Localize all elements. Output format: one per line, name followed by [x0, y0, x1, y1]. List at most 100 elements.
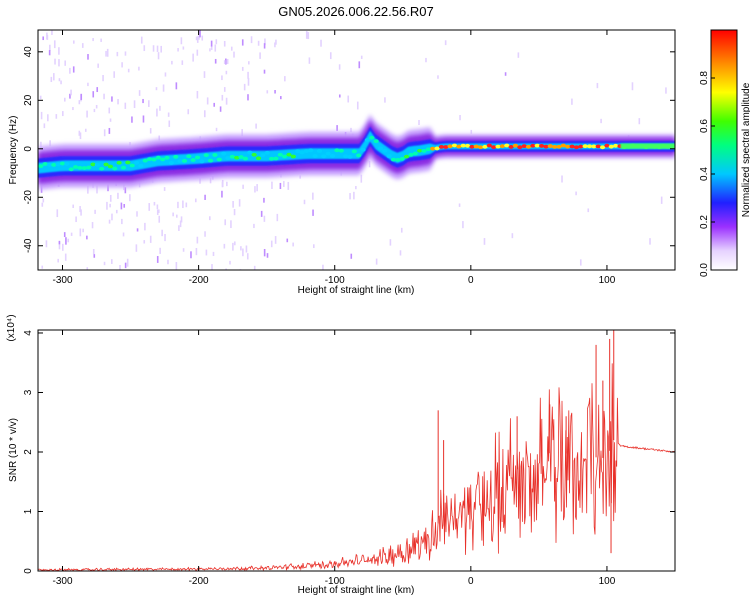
y-tick-label: -40	[23, 238, 34, 253]
noise-speck	[79, 206, 81, 212]
noise-speck	[209, 216, 211, 221]
noise-speck	[84, 128, 87, 132]
ridge-blob	[94, 162, 100, 167]
noise-speck	[72, 66, 75, 73]
ridge-blob	[517, 145, 523, 150]
noise-speck	[259, 52, 261, 59]
noise-speck	[312, 209, 314, 216]
noise-speck	[223, 243, 226, 249]
noise-speck	[110, 259, 113, 264]
noise-speck	[221, 75, 223, 81]
ridge-blob	[42, 162, 48, 166]
ridge-blob	[469, 144, 475, 149]
noise-speck	[247, 71, 249, 79]
ridge-blob	[595, 144, 601, 149]
ridge-blob	[290, 154, 296, 159]
noise-speck	[444, 40, 447, 46]
ridge-blob	[190, 158, 196, 162]
colorbar-ticks: 0.0 0.2 0.4 0.6 0.8	[699, 71, 715, 277]
noise-speck	[109, 203, 111, 208]
ridge-blob	[356, 153, 362, 158]
noise-speck	[171, 60, 173, 65]
noise-speck	[142, 115, 145, 123]
noise-speck	[225, 97, 228, 105]
colorbar-frame	[710, 29, 738, 271]
noise-speck	[80, 93, 83, 100]
noise-speck	[100, 38, 102, 42]
noise-speck	[157, 209, 160, 213]
noise-speck	[72, 107, 74, 111]
noise-speck	[103, 93, 105, 100]
noise-speck	[94, 209, 96, 214]
noise-speck	[206, 97, 209, 105]
noise-speck	[192, 53, 194, 62]
ridge-blob	[168, 160, 174, 165]
noise-speck	[136, 228, 139, 232]
noise-speck	[149, 128, 152, 134]
noise-speck	[255, 123, 257, 129]
noise-speck	[86, 235, 88, 240]
noise-speck	[263, 69, 266, 74]
noise-speck	[233, 208, 236, 216]
y-tick-label: 3	[23, 389, 34, 395]
ridge-blob	[164, 155, 170, 160]
noise-speck	[248, 61, 250, 65]
noise-speck	[157, 52, 160, 60]
noise-speck	[161, 229, 163, 237]
ridge-blob	[534, 143, 540, 148]
ridge-blob	[312, 154, 318, 158]
ridge-blob	[369, 135, 375, 140]
noise-speck	[61, 243, 64, 251]
noise-speck	[276, 213, 279, 222]
ridge-blob	[447, 144, 453, 149]
noise-speck	[53, 73, 55, 81]
noise-speck	[50, 76, 53, 83]
noise-speck	[40, 111, 43, 120]
noise-speck	[229, 260, 231, 265]
colorbar-label: Normalized spectral amplitude	[741, 82, 750, 217]
noise-speck	[223, 60, 226, 65]
ridge-blob	[539, 144, 545, 148]
noise-speck	[113, 71, 115, 78]
ridge-blob	[225, 156, 231, 160]
noise-speck	[41, 265, 44, 269]
ridge-blob	[325, 151, 331, 156]
ridge-blob	[125, 160, 131, 165]
noise-speck	[124, 187, 127, 194]
noise-speck	[195, 247, 198, 256]
ridge-blob	[421, 149, 427, 153]
noise-speck	[126, 258, 129, 267]
noise-speck	[245, 245, 248, 253]
noise-speck	[108, 127, 111, 134]
x-tick-label: -200	[189, 275, 209, 286]
noise-speck	[287, 181, 290, 190]
noise-speck	[121, 218, 123, 225]
noise-speck	[111, 213, 113, 221]
noise-speck	[274, 90, 276, 94]
noise-speck	[305, 30, 308, 39]
noise-speck	[214, 44, 217, 52]
noise-speck	[39, 95, 42, 100]
ridge-blob	[216, 157, 222, 162]
noise-speck	[81, 43, 84, 48]
figure-title: GN05.2026.006.22.56.R07	[278, 4, 433, 19]
ridge-blob	[120, 165, 127, 170]
noise-speck	[196, 90, 199, 99]
y-tick-label: 0	[23, 568, 34, 574]
noise-speck	[349, 193, 351, 200]
noise-speck	[204, 231, 206, 237]
ridge-blob	[464, 143, 471, 148]
noise-speck	[79, 132, 82, 140]
noise-speck	[384, 97, 386, 103]
y-tick-label: -20	[23, 190, 34, 205]
noise-speck	[232, 242, 234, 251]
noise-speck	[223, 40, 226, 47]
y-tick-label: 20	[23, 94, 34, 106]
noise-speck	[260, 210, 263, 217]
noise-speck	[196, 49, 199, 56]
noise-speck	[209, 178, 212, 184]
ridge-blob	[255, 156, 262, 161]
noise-speck	[86, 267, 89, 270]
noise-speck	[135, 244, 138, 252]
